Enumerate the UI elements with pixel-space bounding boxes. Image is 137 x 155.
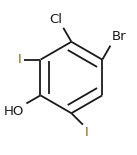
Text: Cl: Cl <box>49 13 62 26</box>
Text: I: I <box>85 126 88 139</box>
Text: I: I <box>18 53 22 66</box>
Text: Br: Br <box>112 31 126 44</box>
Text: HO: HO <box>4 105 24 118</box>
